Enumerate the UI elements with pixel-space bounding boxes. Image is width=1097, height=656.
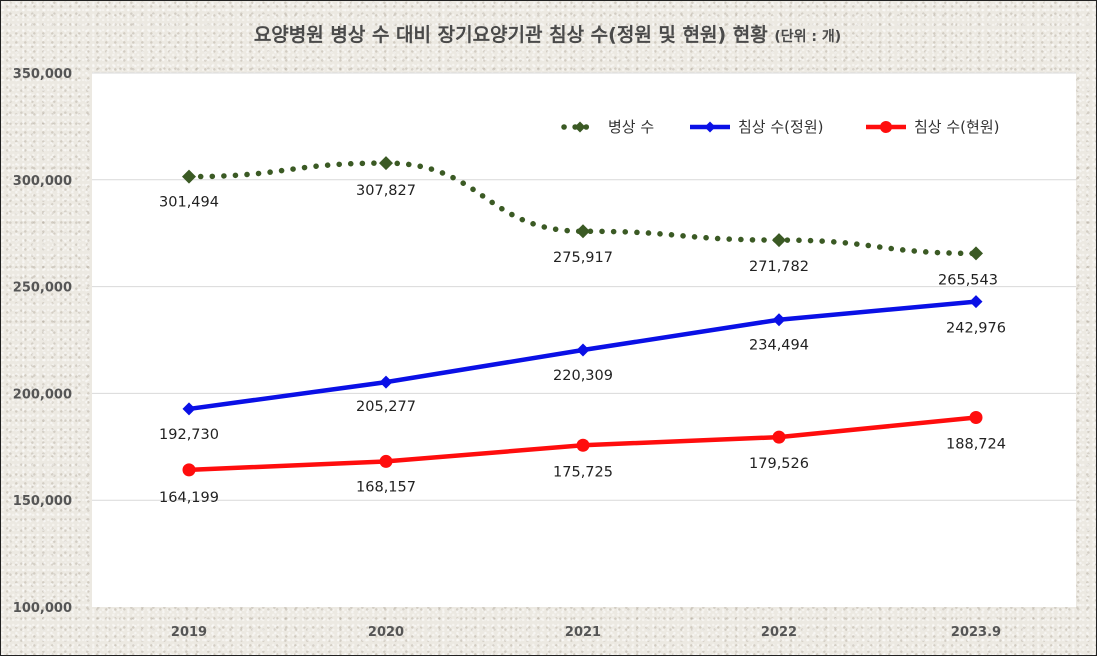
series-markers bbox=[182, 156, 983, 477]
chart-title: 요양병원 병상 수 대비 장기요양기관 침상 수(정원 및 현원) 현황 (단위… bbox=[0, 20, 1095, 47]
y-tick-label: 100,000 bbox=[13, 601, 72, 616]
legend-label: 침상 수(정원) bbox=[738, 118, 823, 136]
legend-swatch-marker bbox=[574, 121, 586, 133]
x-tick-label: 2023.9 bbox=[951, 625, 1001, 640]
data-point bbox=[182, 169, 196, 184]
data-labels: 301,494 307,827 275,917 271,782 265,543 192,7… bbox=[159, 183, 1006, 506]
x-tick-label: 2022 bbox=[761, 625, 797, 640]
data-label: 265,543 bbox=[938, 272, 998, 288]
data-label: 220,309 bbox=[553, 368, 613, 384]
data-label: 271,782 bbox=[749, 259, 809, 275]
plot-area bbox=[92, 73, 1076, 607]
legend-label: 병상 수 bbox=[608, 118, 654, 136]
data-point bbox=[182, 463, 196, 477]
data-point bbox=[379, 156, 393, 171]
data-label: 275,917 bbox=[553, 250, 613, 266]
data-point bbox=[772, 313, 786, 327]
data-label: 307,827 bbox=[356, 183, 416, 199]
y-tick-label: 200,000 bbox=[13, 387, 72, 402]
y-axis-ticks: 100,000 150,000 200,000 250,000 300,000 350,0… bbox=[13, 67, 72, 616]
legend-entry: 병상 수 bbox=[561, 118, 654, 136]
x-tick-label: 2019 bbox=[171, 625, 207, 640]
data-point bbox=[379, 375, 393, 389]
data-label: 168,157 bbox=[356, 479, 416, 495]
chart-title-unit: (단위 : 개) bbox=[774, 29, 842, 45]
y-tick-label: 300,000 bbox=[13, 174, 72, 189]
legend-swatch-marker bbox=[704, 121, 716, 133]
data-label: 205,277 bbox=[356, 399, 416, 415]
data-label: 301,494 bbox=[159, 195, 219, 211]
data-point bbox=[576, 343, 590, 357]
y-tick-label: 350,000 bbox=[13, 67, 72, 82]
data-point bbox=[772, 233, 786, 248]
series-line-0 bbox=[186, 160, 979, 257]
legend-swatch-marker bbox=[880, 121, 892, 133]
y-tick-label: 250,000 bbox=[13, 281, 72, 296]
data-point bbox=[182, 402, 196, 416]
legend-label: 침상 수(현원) bbox=[914, 118, 999, 136]
data-point bbox=[576, 224, 590, 239]
gridlines bbox=[92, 72, 1076, 501]
data-point bbox=[772, 430, 786, 444]
chart-title-text: 요양병원 병상 수 대비 장기요양기관 침상 수(정원 및 현원) 현황 bbox=[253, 24, 768, 46]
data-point bbox=[969, 410, 983, 424]
x-tick-label: 2021 bbox=[565, 625, 601, 640]
legend-entry: 침상 수(정원) bbox=[690, 118, 823, 136]
x-axis-ticks: 2019 2020 2021 2022 2023.9 bbox=[171, 625, 1001, 640]
data-label: 242,976 bbox=[946, 321, 1006, 337]
data-label: 175,725 bbox=[553, 464, 613, 480]
data-label: 179,526 bbox=[749, 456, 809, 472]
data-point bbox=[576, 438, 590, 452]
legend: 병상 수 침상 수(정원) 침상 수(현원) bbox=[561, 118, 999, 136]
data-label: 234,494 bbox=[749, 338, 809, 354]
data-point bbox=[379, 454, 393, 468]
data-point bbox=[969, 246, 983, 261]
legend-entry: 침상 수(현원) bbox=[866, 118, 999, 136]
data-label: 164,199 bbox=[159, 490, 219, 506]
data-label: 192,730 bbox=[159, 427, 219, 443]
y-tick-label: 150,000 bbox=[13, 494, 72, 509]
data-label: 188,724 bbox=[946, 436, 1006, 452]
x-tick-label: 2020 bbox=[368, 625, 404, 640]
data-point bbox=[969, 295, 983, 309]
